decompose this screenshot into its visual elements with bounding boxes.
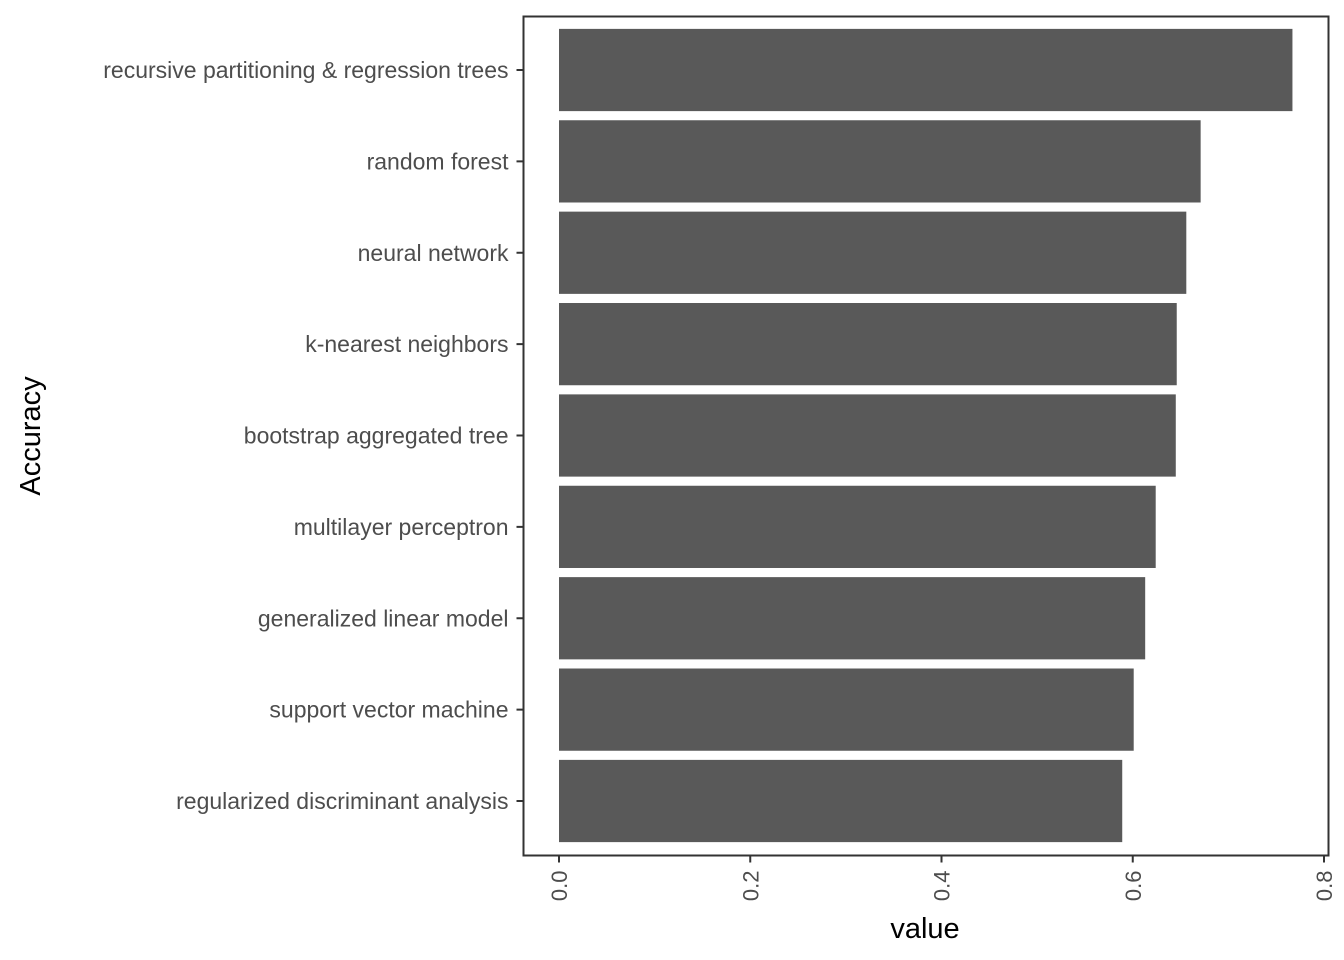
category-label: k-nearest neighbors: [305, 331, 508, 357]
bars-layer: [559, 28, 1293, 843]
y-axis-title: Accuracy: [15, 376, 47, 496]
x-axis: 0.0 0.2 0.4 0.6 0.8: [547, 855, 1337, 902]
x-tick-label: 0.6: [1121, 871, 1146, 902]
x-tick-label: 0.0: [547, 871, 572, 902]
bar: [559, 211, 1187, 294]
category-label: support vector machine: [269, 697, 508, 723]
bar: [559, 394, 1176, 477]
bar: [559, 28, 1293, 112]
bar: [559, 668, 1134, 751]
x-tick-label: 0.8: [1312, 871, 1337, 902]
bar: [559, 759, 1123, 843]
category-label: neural network: [358, 240, 509, 266]
y-axis: recursive partitioning & regression tree…: [103, 57, 524, 814]
category-label: bootstrap aggregated tree: [244, 423, 509, 449]
x-tick-label: 0.2: [738, 871, 763, 902]
bar: [559, 485, 1156, 568]
category-label: random forest: [367, 148, 510, 174]
bar: [559, 577, 1146, 660]
category-label: recursive partitioning & regression tree…: [103, 57, 508, 83]
category-label: regularized discriminant analysis: [176, 788, 508, 814]
bar: [559, 120, 1201, 203]
x-axis-title: value: [890, 913, 959, 945]
category-label: multilayer perceptron: [294, 514, 509, 540]
bar: [559, 303, 1177, 386]
category-label: generalized linear model: [258, 605, 509, 631]
x-tick-label: 0.4: [930, 871, 955, 902]
